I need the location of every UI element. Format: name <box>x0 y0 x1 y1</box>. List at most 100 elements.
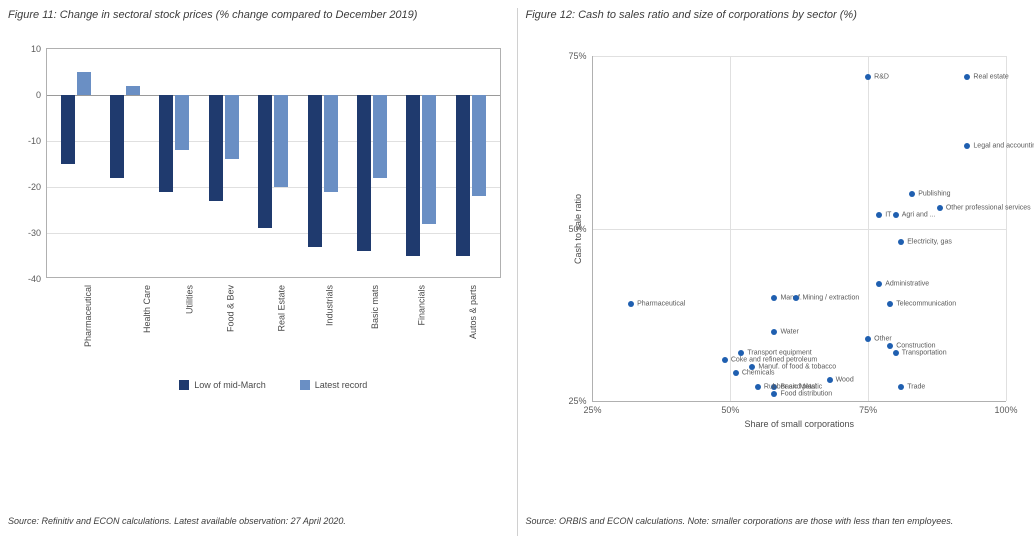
bar-group <box>51 49 100 277</box>
scatter-point <box>937 205 943 211</box>
bar-xlabel: Autos & parts <box>439 280 497 298</box>
scatter-point <box>893 212 899 218</box>
scatter-point <box>771 391 777 397</box>
scatter-point-label: Agri and ... <box>902 211 936 218</box>
bar <box>159 95 173 192</box>
scatter-point <box>876 212 882 218</box>
bar-group <box>446 49 495 277</box>
bar-ytick: 0 <box>36 90 47 100</box>
scatter-point <box>898 384 904 390</box>
scatter-point <box>827 377 833 383</box>
bar-xlabel: Industrials <box>302 280 347 298</box>
scatter-point-label: Publishing <box>918 191 950 198</box>
scatter-point-label: Trade <box>907 384 925 391</box>
bar <box>357 95 371 251</box>
scatter-point-label: Chemicals <box>742 370 775 377</box>
scatter-xtick: 50% <box>721 405 739 415</box>
scatter-point-label: Pharmaceutical <box>637 301 685 308</box>
figure-11-title: Figure 11: Change in sectoral stock pric… <box>8 8 509 36</box>
bar <box>77 72 91 95</box>
bar-xlabel: Real Estate <box>251 280 301 298</box>
scatter-xtick: 25% <box>583 405 601 415</box>
legend-item: Latest record <box>300 380 368 390</box>
bar-legend: Low of mid-March Latest record <box>46 380 501 390</box>
scatter-point-label: Water <box>780 329 798 336</box>
bar <box>225 95 239 159</box>
bar-group <box>199 49 248 277</box>
bar <box>422 95 436 224</box>
bar <box>126 86 140 95</box>
bars-row <box>47 49 500 277</box>
scatter-point <box>898 239 904 245</box>
scatter-xlabel: Share of small corporations <box>744 419 854 429</box>
scatter-point <box>755 384 761 390</box>
bar-xlabel: Basic mats <box>347 280 395 298</box>
scatter-point <box>749 364 755 370</box>
scatter-point <box>738 350 744 356</box>
bar <box>175 95 189 150</box>
bar-xlabel: Food & Bev <box>201 280 252 298</box>
bar-xlabel: Financials <box>394 280 438 298</box>
bar-ytick: -10 <box>28 136 47 146</box>
scatter-point <box>964 143 970 149</box>
scatter-point-label: Other <box>874 335 892 342</box>
scatter-point <box>771 295 777 301</box>
scatter-point <box>722 357 728 363</box>
figure-11-chart: -40-30-20-10010 PharmaceuticalHealth Car… <box>8 42 509 510</box>
bar <box>324 95 338 192</box>
bar <box>258 95 272 228</box>
bar-xlabel: Pharmaceutical <box>50 280 116 298</box>
bar <box>373 95 387 178</box>
bar-group <box>249 49 298 277</box>
scatter-point <box>793 295 799 301</box>
scatter-point <box>628 301 634 307</box>
scatter-point <box>893 350 899 356</box>
bar <box>209 95 223 201</box>
scatter-point <box>876 281 882 287</box>
bar-ytick: -40 <box>28 274 47 284</box>
scatter-point <box>865 336 871 342</box>
bar-ytick: -30 <box>28 228 47 238</box>
bar <box>274 95 288 187</box>
scatter-gridline-h <box>593 229 1007 230</box>
scatter-point <box>865 74 871 80</box>
bar <box>61 95 75 164</box>
bar <box>472 95 486 196</box>
bar-group <box>347 49 396 277</box>
figure-12-panel: Figure 12: Cash to sales ratio and size … <box>518 0 1034 544</box>
legend-label: Low of mid-March <box>194 380 266 390</box>
bar-plot-area: -40-30-20-10010 <box>46 48 501 278</box>
bar <box>456 95 470 256</box>
scatter-point-label: Electricity, gas <box>907 239 952 246</box>
bar-group <box>150 49 199 277</box>
legend-swatch <box>179 380 189 390</box>
figure-12-chart: Cash to sale ratio Share of small corpor… <box>526 42 1027 510</box>
scatter-point <box>887 301 893 307</box>
scatter-xtick: 75% <box>859 405 877 415</box>
bar <box>406 95 420 256</box>
bar <box>110 95 124 178</box>
scatter-point <box>909 191 915 197</box>
figure-12-title: Figure 12: Cash to sales ratio and size … <box>526 8 1027 36</box>
scatter-point-label: Real estate <box>973 73 1008 80</box>
scatter-point-label: Other professional services <box>946 204 1031 211</box>
scatter-point-label: Food distribution <box>780 391 832 398</box>
bar-xlabel: Health Care <box>116 280 168 298</box>
scatter-point-label: Wood <box>836 377 854 384</box>
scatter-point <box>887 343 893 349</box>
scatter-xtick: 100% <box>994 405 1017 415</box>
scatter-point <box>733 370 739 376</box>
scatter-point-label: Telecommunication <box>896 301 956 308</box>
scatter-point-label: Mining / extraction <box>802 294 859 301</box>
scatter-plot-area: Cash to sale ratio Share of small corpor… <box>592 56 1007 402</box>
bar <box>308 95 322 247</box>
figure-11-source: Source: Refinitiv and ECON calculations.… <box>8 516 509 540</box>
bar-group <box>298 49 347 277</box>
bar-group <box>397 49 446 277</box>
scatter-gridline-v <box>1006 56 1007 401</box>
scatter-gridline-h <box>593 56 1007 57</box>
scatter-point-label: IT <box>885 211 891 218</box>
bar-ytick: 10 <box>31 44 47 54</box>
scatter-ytick: 25% <box>568 396 592 406</box>
figure-12-source: Source: ORBIS and ECON calculations. Not… <box>526 516 1027 540</box>
